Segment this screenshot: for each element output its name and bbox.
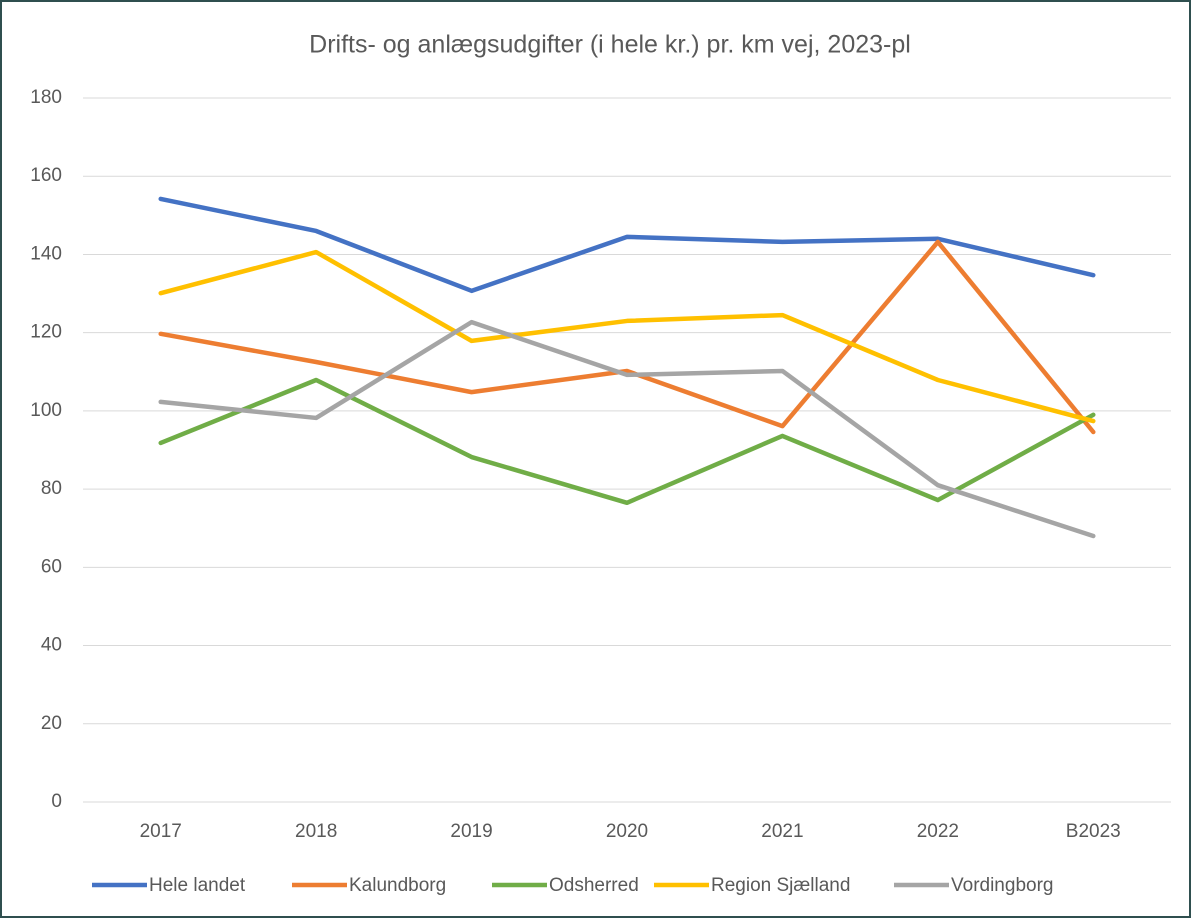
y-tick-label: 180 — [30, 87, 62, 108]
legend-label: Odsherred — [549, 875, 639, 896]
x-tick-label: 2019 — [450, 821, 492, 842]
line-series — [158, 239, 1096, 435]
y-tick-label: 140 — [30, 243, 62, 264]
legend-label: Vordingborg — [951, 875, 1053, 896]
y-tick-label: 100 — [30, 400, 62, 421]
y-tick-label: 40 — [41, 635, 62, 656]
chart-title: Drifts- og anlægsudgifter (i hele kr.) p… — [309, 31, 911, 59]
y-tick-label: 120 — [30, 322, 62, 343]
x-tick-label: 2021 — [761, 821, 803, 842]
y-tick-label: 20 — [41, 713, 62, 734]
y-tick-label: 0 — [51, 791, 62, 812]
legend-label: Region Sjælland — [711, 875, 850, 896]
line-series — [158, 249, 1096, 424]
x-tick-label: 2017 — [140, 821, 182, 842]
y-tick-label: 80 — [41, 478, 62, 499]
y-tick-label: 160 — [30, 165, 62, 186]
y-tick-label: 60 — [41, 556, 62, 577]
x-tick-label: 2022 — [917, 821, 959, 842]
legend-label: Hele landet — [149, 875, 246, 896]
x-tick-label: 2020 — [606, 821, 648, 842]
x-tick-label: 2018 — [295, 821, 337, 842]
line-series — [158, 196, 1096, 294]
x-tick-label: B2023 — [1066, 821, 1121, 842]
line-series — [158, 319, 1096, 539]
legend-label: Kalundborg — [349, 875, 446, 896]
line-series — [158, 377, 1096, 506]
